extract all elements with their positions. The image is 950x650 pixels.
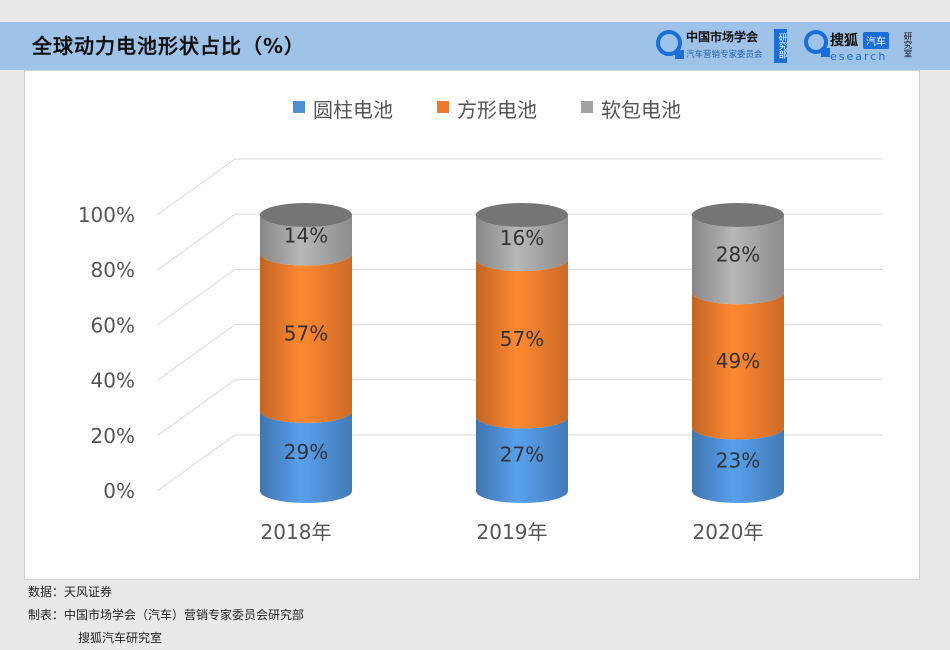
data-label-2-1: 16% (500, 226, 544, 250)
legend-label-1: 方形电池 (457, 98, 537, 122)
y-tick-label: 20% (91, 424, 135, 448)
y-tick-label: 0% (103, 479, 135, 503)
y-tick-label: 80% (91, 258, 135, 282)
x-tick-label-1: 2019年 (477, 520, 548, 544)
sohu-logo-en: esearch (830, 50, 888, 63)
chart-title: 全球动力电池形状占比（%） (32, 34, 306, 58)
bar-1-1 (476, 259, 568, 429)
sohu-logo-dept: 研究室 (902, 32, 912, 58)
data-label-1-0: 57% (284, 321, 328, 345)
bar-1-0 (260, 253, 352, 423)
bar-0-1 (476, 416, 568, 503)
data-label-2-0: 14% (284, 223, 328, 247)
bar-0-2 (692, 427, 784, 503)
gridline-diag (156, 324, 236, 382)
bar-2-2 (692, 215, 784, 305)
x-tick-label-0: 2018年 (261, 520, 332, 544)
chart-panel: 圆柱电池 方形电池 软包电池 0% 20% 40% 60% 80% 100% 29% 57% 14% 2… (24, 70, 920, 580)
data-label-1-1: 57% (500, 327, 544, 351)
legend-label-0: 圆柱电池 (313, 98, 393, 122)
sohu-logo-badge: 汽车 (863, 32, 889, 49)
x-tick-label-2: 2020年 (693, 520, 764, 544)
stacked-cylinder-chart: 圆柱电池 方形电池 软包电池 0% 20% 40% 60% 80% 100% 29% 57% 14% 2… (78, 98, 883, 544)
footer-made-by: 制表：中国市场学会（汽车）营销专家委员会研究部 (28, 608, 305, 622)
association-logo-icon (656, 30, 684, 59)
gridline-diag (156, 434, 236, 492)
gridline-diag (156, 379, 236, 437)
y-tick-label: 100% (78, 203, 135, 227)
footer-source: 数据：天风证券 (28, 585, 113, 599)
sohu-logo-icon (804, 30, 830, 57)
bar-top-cap-1 (476, 203, 568, 227)
y-tick-label: 40% (91, 369, 135, 393)
data-label-0-1: 27% (500, 443, 544, 467)
footer-made-by-2: 搜狐汽车研究室 (78, 631, 163, 645)
association-logo-name: 中国市场学会 (686, 30, 759, 44)
sohu-logo-name: 搜狐 (830, 33, 858, 49)
bar-2-1 (476, 215, 568, 272)
association-logo: 中国市场学会 汽车营销专家委员会 研究部 (656, 26, 791, 66)
gridline-diag (156, 213, 236, 271)
data-label-0-0: 29% (284, 440, 328, 464)
gridline-diag (156, 268, 236, 326)
y-tick-label: 60% (91, 313, 135, 337)
legend-swatch-1 (437, 101, 449, 113)
data-label-1-2: 49% (716, 349, 760, 373)
data-label-2-2: 28% (716, 243, 760, 267)
data-label-0-2: 23% (716, 448, 760, 472)
bar-1-2 (692, 292, 784, 440)
legend-label-2: 软包电池 (601, 98, 681, 122)
bar-0-0 (260, 410, 352, 503)
association-logo-sub: 汽车营销专家委员会 (686, 50, 763, 60)
header-bar: 全球动力电池形状占比（%） 中国市场学会 汽车营销专家委员会 研究部 搜狐 汽车… (0, 22, 950, 70)
association-logo-dept: 研究部 (774, 29, 787, 63)
legend-swatch-0 (293, 101, 305, 113)
gridline-diag (156, 158, 236, 216)
bar-top-cap-0 (260, 203, 352, 227)
bar-top-cap-2 (692, 203, 784, 227)
sohu-research-logo: 搜狐 汽车 esearch 研究室 (800, 26, 930, 66)
legend-swatch-2 (581, 101, 593, 113)
bar-2-0 (260, 215, 352, 266)
